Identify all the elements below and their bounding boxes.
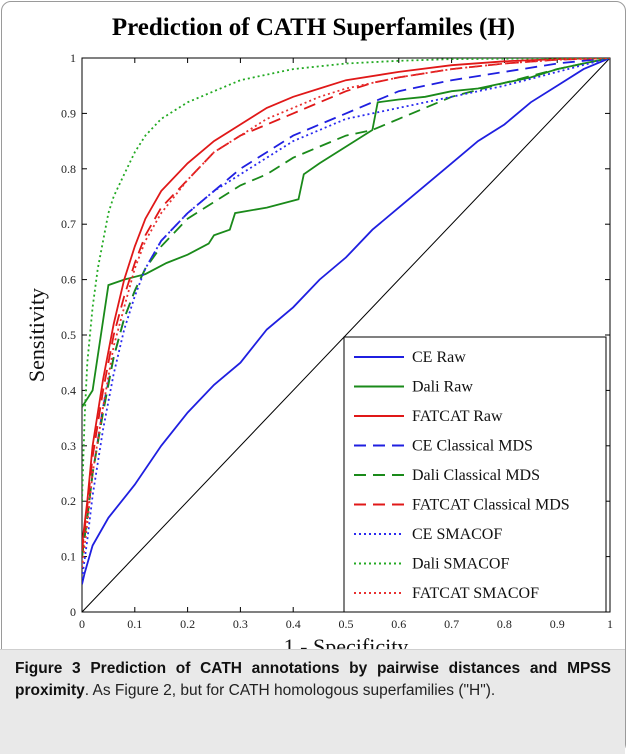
y-tick-label: 0 [70,605,76,619]
x-tick-label: 0.1 [127,617,142,631]
series-line-fatcat-raw [82,58,610,546]
x-tick-label: 0.2 [180,617,195,631]
x-tick-label: 0 [79,617,85,631]
y-tick-label: 0.9 [61,106,76,120]
caption-box: Figure 3 Prediction of CATH annotations … [0,649,625,754]
legend-label: Dali SMACOF [412,556,509,573]
legend-label: CE Classical MDS [412,438,533,455]
x-tick-label: 1 [607,617,613,631]
y-tick-label: 0.7 [61,217,76,231]
y-tick-label: 0.4 [61,383,76,397]
series-line-dali-classical-mds [82,58,610,557]
legend-label: CE Raw [412,349,466,366]
legend-label: Dali Classical MDS [412,467,540,484]
y-tick-label: 0.6 [61,273,76,287]
x-tick-label: 0.7 [444,617,459,631]
y-tick-label: 0.8 [61,162,76,176]
x-tick-label: 0.9 [550,617,565,631]
figure-caption: Figure 3 Prediction of CATH annotations … [15,658,611,702]
diagonal-reference-line [81,57,611,613]
x-tick-label: 0.4 [286,617,301,631]
series-line-dali-smacof [82,58,610,502]
legend-label: FATCAT SMACOF [412,585,539,602]
y-tick-label: 1 [70,51,76,65]
y-tick-label: 0.2 [61,494,76,508]
legend-label: FATCAT Classical MDS [412,497,570,514]
series-line-dali-raw [82,58,610,408]
y-tick-label: 0.5 [61,328,76,342]
series-line-ce-raw [82,58,610,585]
legend-label: CE SMACOF [412,526,502,543]
legend-label: Dali Raw [412,379,473,396]
y-axis-label: Sensitivity [24,288,49,382]
y-tick-label: 0.1 [61,550,76,564]
x-tick-label: 0.8 [497,617,512,631]
series-line-fatcat-classical-mds [82,58,610,552]
x-tick-label: 0.3 [233,617,248,631]
caption-lead: Figure 3 Prediction of CATH annotations … [15,660,611,699]
legend-label: FATCAT Raw [412,408,503,425]
x-tick-label: 0.6 [391,617,406,631]
x-axis-label: 1 - Specificity [284,634,409,649]
x-tick-label: 0.5 [339,617,354,631]
y-tick-label: 0.3 [61,439,76,453]
legend-box [343,336,607,613]
chart-title: Prediction of CATH Superfamiles (H) [111,14,516,41]
roc-chart: 00 0.1 0.1 0.2 0.2 0.3 0.3 0.4 0.4 0.5 0.5 0.6 0.6 0.… [24,51,613,649]
caption-text: . As Figure 2, but for CATH homologous s… [84,682,496,699]
